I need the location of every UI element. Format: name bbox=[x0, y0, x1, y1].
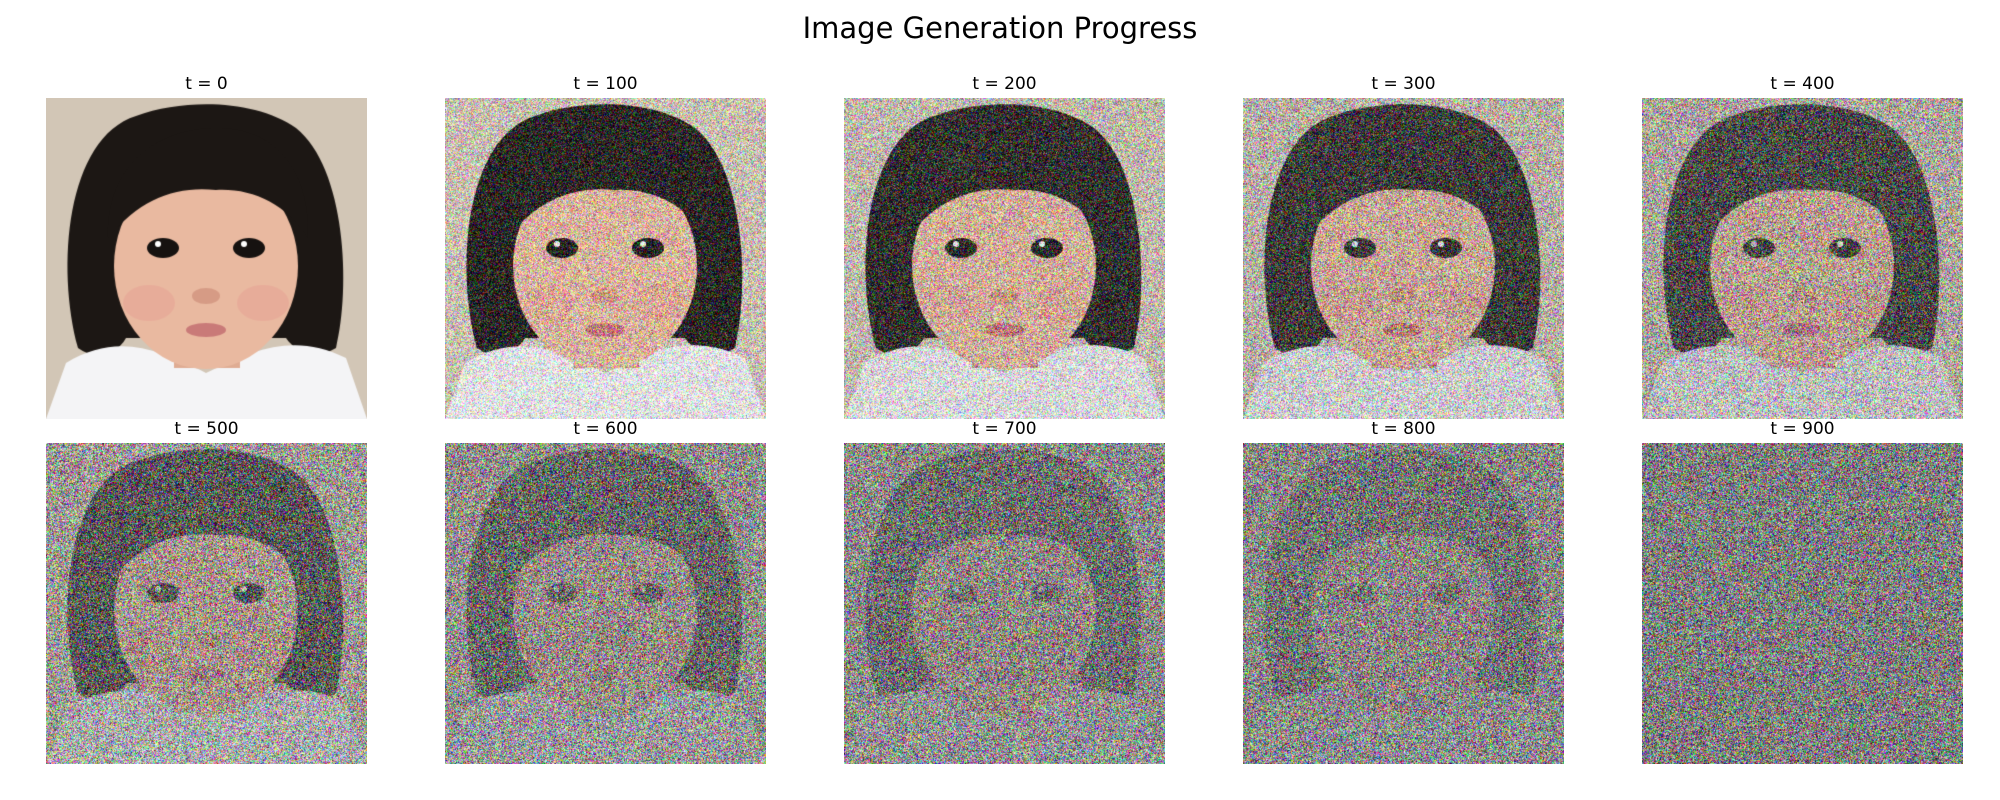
generated-image bbox=[46, 98, 367, 419]
figure-title: Image Generation Progress bbox=[0, 10, 2000, 46]
generated-image bbox=[1642, 98, 1963, 419]
generated-image bbox=[445, 443, 766, 764]
generated-image bbox=[844, 443, 1165, 764]
generated-image bbox=[1243, 98, 1564, 419]
generated-image bbox=[844, 98, 1165, 419]
panel-title: t = 900 bbox=[1642, 419, 1963, 439]
panel-title: t = 800 bbox=[1243, 419, 1564, 439]
panel-title: t = 100 bbox=[445, 74, 766, 94]
panel-title: t = 400 bbox=[1642, 74, 1963, 94]
generated-image bbox=[1642, 443, 1963, 764]
panel-title: t = 300 bbox=[1243, 74, 1564, 94]
generated-image bbox=[46, 443, 367, 764]
panel-title: t = 0 bbox=[46, 74, 367, 94]
panel-title: t = 700 bbox=[844, 419, 1165, 439]
generated-image bbox=[1243, 443, 1564, 764]
panel-title: t = 200 bbox=[844, 74, 1165, 94]
generated-image bbox=[445, 98, 766, 419]
panel-title: t = 500 bbox=[46, 419, 367, 439]
panel-title: t = 600 bbox=[445, 419, 766, 439]
